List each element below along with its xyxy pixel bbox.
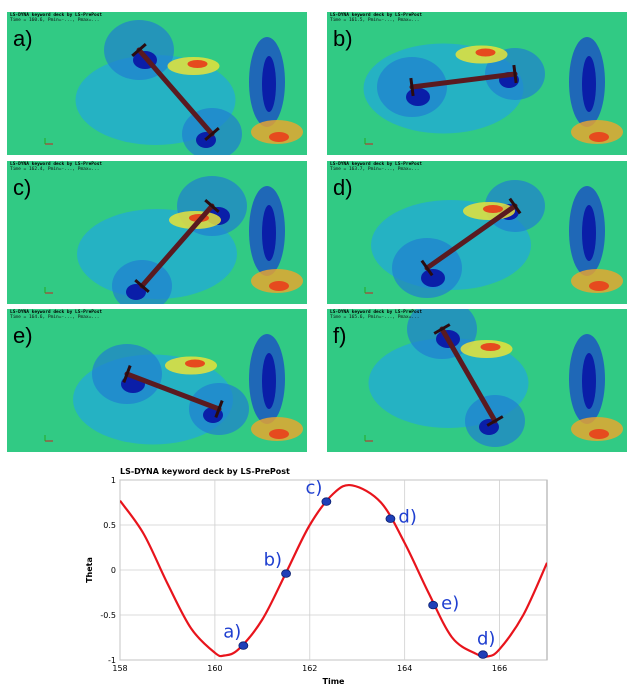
y-tick-label: -0.5	[100, 611, 116, 620]
panel-header-title: LS-DYNA keyword deck by LS-PrePost	[10, 13, 103, 18]
marker-annotation: d)	[477, 629, 495, 650]
y-axis-label: Theta	[85, 557, 94, 583]
time-marker-point	[238, 641, 249, 650]
panel-label: d)	[333, 175, 353, 200]
marker-annotation: e)	[441, 593, 459, 614]
panel-header-time: Time = 161.5, Pmin=-..., Pmax=...	[330, 18, 420, 23]
pressure-field-plot	[327, 12, 627, 155]
panel-label: c)	[13, 175, 32, 200]
panel-header-title: LS-DYNA keyword deck by LS-PrePost	[330, 162, 423, 167]
panel-header: LS-DYNA keyword deck by LS-PrePost Time =…	[330, 13, 422, 23]
time-marker-point	[321, 497, 332, 506]
x-tick-label: 162	[302, 664, 317, 673]
x-tick-label: 160	[207, 664, 222, 673]
marker-annotation: a)	[223, 622, 241, 643]
beam	[439, 326, 498, 424]
panel-header-title: LS-DYNA keyword deck by LS-PrePost	[10, 310, 103, 315]
y-tick-label: 1	[111, 476, 116, 485]
y-tick-label: 0.5	[103, 521, 116, 530]
beam	[124, 371, 222, 412]
contour-panel: LS-DYNA keyword deck by LS-PrePost Time =…	[327, 12, 627, 155]
contour-panel: LS-DYNA keyword deck by LS-PrePost Time =…	[327, 161, 627, 304]
panel-label: b)	[333, 26, 353, 51]
y-tick-label: -1	[108, 656, 116, 665]
pressure-field-plot	[327, 161, 627, 304]
beam	[409, 71, 518, 90]
panel-header: LS-DYNA keyword deck by LS-PrePost Time =…	[330, 162, 422, 172]
panel-header-time: Time = 162.4, Pmin=-..., Pmax=...	[10, 167, 100, 172]
chart-title: LS-DYNA keyword deck by LS-PrePost	[120, 467, 290, 476]
panel-header: LS-DYNA keyword deck by LS-PrePost Time =…	[330, 310, 422, 320]
x-tick-label: 164	[397, 664, 412, 673]
beam	[136, 47, 215, 137]
time-marker-point	[478, 650, 488, 659]
beam	[139, 203, 215, 289]
panel-header-time: Time = 160.6, Pmin=-..., Pmax=...	[10, 18, 100, 23]
contour-panel: LS-DYNA keyword deck by LS-PrePost Time =…	[7, 309, 307, 452]
panel-header: LS-DYNA keyword deck by LS-PrePost Time =…	[10, 162, 102, 172]
beam	[424, 203, 518, 271]
panel-header-title: LS-DYNA keyword deck by LS-PrePost	[330, 310, 423, 315]
marker-annotation: d)	[398, 507, 416, 528]
contour-panel: LS-DYNA keyword deck by LS-PrePost Time =…	[7, 12, 307, 155]
pressure-field-plot	[327, 309, 627, 452]
panel-header-time: Time = 163.7, Pmin=-..., Pmax=...	[330, 167, 420, 172]
contour-panel: LS-DYNA keyword deck by LS-PrePost Time =…	[327, 309, 627, 452]
contour-panel: LS-DYNA keyword deck by LS-PrePost Time =…	[7, 161, 307, 304]
panel-label: a)	[13, 26, 33, 51]
panel-header: LS-DYNA keyword deck by LS-PrePost Time =…	[10, 310, 102, 320]
pressure-field-plot	[7, 309, 307, 452]
x-tick-label: 158	[112, 664, 127, 673]
x-axis-label: Time	[323, 677, 346, 686]
panel-label: e)	[13, 323, 33, 348]
panel-header-title: LS-DYNA keyword deck by LS-PrePost	[10, 162, 103, 167]
marker-annotation: b)	[264, 550, 282, 571]
panel-header-time: Time = 165.6, Pmin=-..., Pmax=...	[330, 315, 420, 320]
time-marker-point	[428, 600, 439, 610]
time-marker-point	[385, 514, 396, 523]
panel-header: LS-DYNA keyword deck by LS-PrePost Time =…	[10, 13, 102, 23]
marker-annotation: c)	[305, 478, 322, 499]
theta-time-chart: LS-DYNA keyword deck by LS-PrePost 158 160…	[85, 467, 548, 686]
panel-header-title: LS-DYNA keyword deck by LS-PrePost	[330, 13, 423, 18]
x-tick-label: 166	[492, 664, 507, 673]
panel-label: f)	[333, 323, 347, 348]
y-tick-label: 0	[111, 566, 116, 575]
time-marker-point	[281, 569, 291, 578]
panel-header-time: Time = 164.6, Pmin=-..., Pmax=...	[10, 315, 100, 320]
pressure-field-plot	[7, 12, 307, 155]
pressure-field-plot	[7, 161, 307, 304]
